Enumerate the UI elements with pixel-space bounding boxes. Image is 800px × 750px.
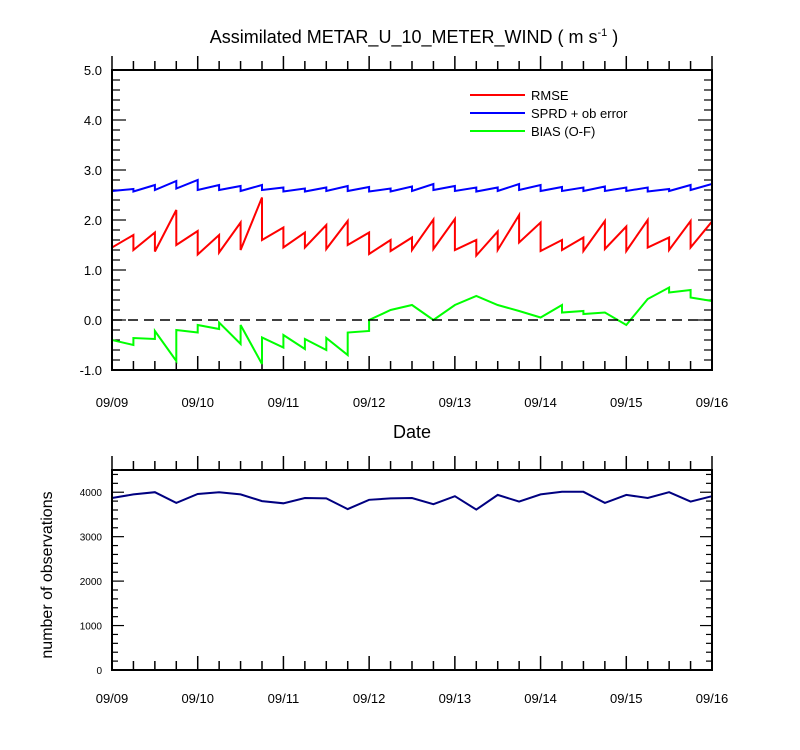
wind-stats-panel: Assimilated METAR_U_10_METER_WIND ( m s-… xyxy=(80,27,729,442)
chart-title-main: Assimilated METAR_U_10_METER_WIND ( m s xyxy=(210,27,598,48)
chart-title-superscript: -1 xyxy=(597,27,607,39)
x-tick-label: 09/09 xyxy=(96,691,129,706)
x-tick-label: 09/15 xyxy=(610,395,643,410)
bottom-axis-ticks xyxy=(111,456,713,671)
y-tick-label: 3.0 xyxy=(84,163,102,178)
x-tick-label: 09/14 xyxy=(524,395,557,410)
bottom-plot-frame xyxy=(111,469,713,671)
x-tick-label: 09/11 xyxy=(268,691,300,706)
x-tick-label: 09/10 xyxy=(181,691,214,706)
y-tick-label: 1.0 xyxy=(84,263,102,278)
y-tick-label: 5.0 xyxy=(84,63,102,78)
x-tick-label: 09/12 xyxy=(353,395,386,410)
y-tick-label: 4000 xyxy=(80,488,103,499)
chart-title: Assimilated METAR_U_10_METER_WIND ( m s-… xyxy=(210,27,619,48)
y-tick-label: 1000 xyxy=(80,622,103,633)
legend-label: RMSE xyxy=(531,88,569,103)
y-axis-title-observations: number of observations xyxy=(39,491,56,658)
x-tick-label: 09/14 xyxy=(524,691,557,706)
top-x-tick-labels: 09/09 09/10 09/11 09/12 09/13 09/14 09/15 09/16 xyxy=(96,395,729,410)
top-plot-frame xyxy=(111,69,713,371)
x-tick-label: 09/12 xyxy=(353,691,386,706)
x-tick-label: 09/15 xyxy=(610,691,643,706)
x-tick-label: 09/10 xyxy=(181,395,214,410)
top-series-lines xyxy=(112,178,712,365)
top-y-tick-labels: -1.0 0.0 1.0 2.0 3.0 4.0 5.0 xyxy=(80,63,102,378)
y-tick-label: 0 xyxy=(96,666,102,677)
x-tick-label: 09/13 xyxy=(439,395,472,410)
observation-count-line xyxy=(111,490,713,511)
x-tick-label: 09/11 xyxy=(268,395,300,410)
x-tick-label: 09/09 xyxy=(96,395,129,410)
x-axis-title: Date xyxy=(393,422,431,442)
bottom-x-tick-labels: 09/09 09/10 09/11 09/12 09/13 09/14 09/15 09/16 xyxy=(96,691,729,706)
x-tick-label: 09/16 xyxy=(696,691,729,706)
bottom-series-lines xyxy=(111,490,713,511)
y-tick-label: 2.0 xyxy=(84,213,102,228)
y-tick-label: 0.0 xyxy=(84,313,102,328)
y-tick-label: 4.0 xyxy=(84,113,102,128)
series-line-bias-o-f xyxy=(112,285,712,365)
legend-label: SPRD + ob error xyxy=(531,106,628,121)
bottom-y-tick-labels: 0 1000 2000 3000 4000 xyxy=(80,488,103,677)
series-line-rmse xyxy=(112,197,712,259)
y-tick-label: 2000 xyxy=(80,577,103,588)
x-tick-label: 09/13 xyxy=(439,691,472,706)
chart-title-end: ) xyxy=(607,27,618,47)
y-tick-label: -1.0 xyxy=(80,363,102,378)
series-line-sprd-ob-error xyxy=(112,178,712,193)
legend: RMSE SPRD + ob error BIAS (O-F) xyxy=(470,88,628,139)
y-tick-label: 3000 xyxy=(80,533,103,544)
x-tick-label: 09/16 xyxy=(696,395,729,410)
legend-label: BIAS (O-F) xyxy=(531,124,595,139)
